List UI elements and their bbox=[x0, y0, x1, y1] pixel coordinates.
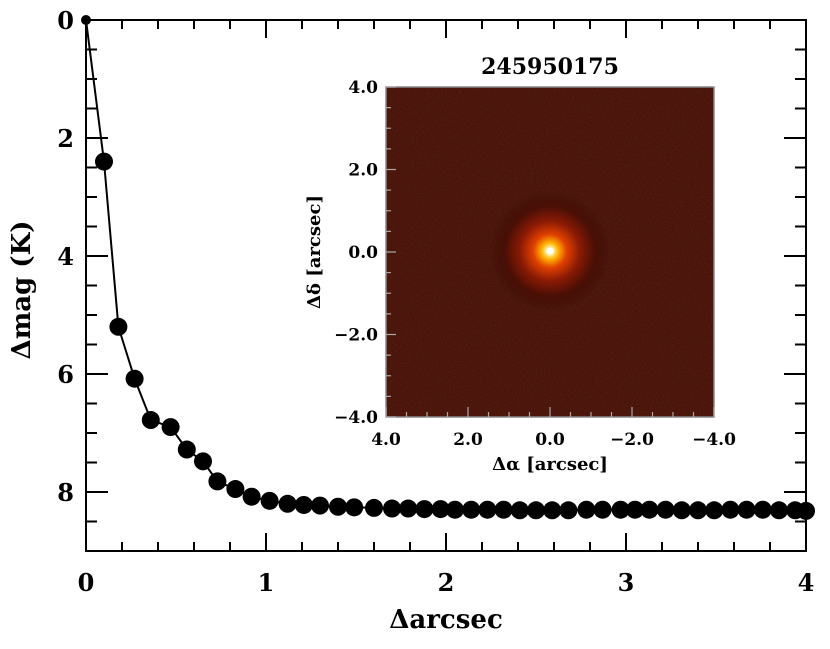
data-point bbox=[705, 501, 724, 520]
inset-image-panel: 4.0 2.0 0.0 −2.0 −4.0 −4.0 −2.0 0.0 2.0 4.0 24595… bbox=[304, 54, 736, 475]
y-tick-label: 0 bbox=[57, 6, 74, 35]
data-point bbox=[125, 369, 144, 388]
data-point bbox=[194, 452, 212, 471]
inset-y-tick-label: 2.0 bbox=[348, 161, 378, 181]
data-point bbox=[329, 497, 347, 516]
inset-x-tick-label: 4.0 bbox=[371, 430, 401, 450]
data-point bbox=[399, 499, 418, 518]
data-point bbox=[95, 152, 113, 171]
y-tick-label: 6 bbox=[57, 360, 74, 389]
main-plot: 0 1 2 3 4 0 2 4 6 8 Δarcsec Δmag (K) bbox=[7, 6, 815, 635]
x-tick-label: 3 bbox=[618, 568, 635, 597]
y-tick-label: 2 bbox=[57, 124, 74, 153]
inset-y-tick-label: 0.0 bbox=[348, 243, 378, 263]
data-point bbox=[721, 500, 740, 519]
data-point bbox=[577, 500, 596, 519]
x-tick-label: 4 bbox=[798, 568, 815, 597]
main-ticks bbox=[85, 19, 807, 552]
data-point bbox=[141, 411, 160, 430]
data-point bbox=[478, 500, 497, 519]
inset-x-tick-label: −2.0 bbox=[610, 430, 654, 450]
data-point bbox=[311, 496, 329, 515]
data-point bbox=[415, 500, 434, 519]
data-point bbox=[593, 500, 612, 519]
data-point bbox=[494, 500, 513, 519]
data-point bbox=[278, 494, 297, 513]
inset-title: 245950175 bbox=[481, 54, 619, 80]
data-point bbox=[294, 495, 313, 514]
inset-y-tick-label: −2.0 bbox=[334, 326, 378, 346]
x-axis-title: Δarcsec bbox=[389, 605, 503, 635]
data-point bbox=[543, 501, 562, 520]
data-point bbox=[770, 501, 788, 520]
data-point bbox=[462, 500, 481, 519]
data-point bbox=[365, 498, 383, 517]
inset-x-tick-label: 2.0 bbox=[453, 430, 483, 450]
x-tick-label: 2 bbox=[438, 568, 455, 597]
data-point bbox=[161, 418, 180, 437]
y-axis-title: Δmag (K) bbox=[7, 221, 37, 360]
data-point bbox=[260, 491, 279, 510]
inset-x-axis-title: Δα [arcsec] bbox=[492, 454, 608, 475]
y-tick-label: 4 bbox=[57, 242, 74, 271]
data-point bbox=[527, 501, 545, 520]
x-tick-label: 1 bbox=[258, 568, 275, 597]
inset-ticks bbox=[385, 86, 715, 418]
inset-y-tick-label: −4.0 bbox=[334, 408, 378, 428]
data-point bbox=[345, 498, 364, 517]
inset-y-axis-title: Δδ [arcsec] bbox=[304, 195, 325, 309]
inset-tick-labels: 4.0 2.0 0.0 −2.0 −4.0 −4.0 −2.0 0.0 2.0 4.0 bbox=[334, 78, 736, 450]
data-point bbox=[797, 501, 815, 520]
data-point bbox=[383, 499, 401, 518]
data-point bbox=[242, 487, 261, 506]
data-point bbox=[626, 500, 644, 519]
data-point bbox=[81, 15, 91, 25]
inset-x-tick-label: −4.0 bbox=[692, 430, 736, 450]
data-point bbox=[640, 500, 659, 519]
x-tick-label: 0 bbox=[78, 568, 95, 597]
data-point bbox=[656, 500, 675, 519]
data-point bbox=[431, 500, 450, 519]
data-point bbox=[737, 500, 756, 519]
data-point bbox=[559, 501, 578, 520]
data-point bbox=[672, 501, 691, 520]
inset-y-tick-label: 4.0 bbox=[348, 78, 378, 98]
data-point bbox=[510, 501, 529, 520]
data-point bbox=[689, 501, 707, 520]
inset-x-tick-label: 0.0 bbox=[535, 430, 565, 450]
main-tick-labels: 0 1 2 3 4 0 2 4 6 8 bbox=[57, 6, 814, 597]
data-point bbox=[109, 317, 128, 336]
data-point bbox=[753, 500, 772, 519]
data-point bbox=[177, 440, 196, 459]
inset-source-core bbox=[546, 247, 554, 255]
y-tick-label: 8 bbox=[57, 478, 74, 507]
data-point bbox=[446, 500, 464, 519]
data-point bbox=[611, 500, 630, 519]
data-point bbox=[208, 472, 227, 491]
series-line bbox=[81, 15, 815, 520]
data-point bbox=[226, 480, 245, 499]
